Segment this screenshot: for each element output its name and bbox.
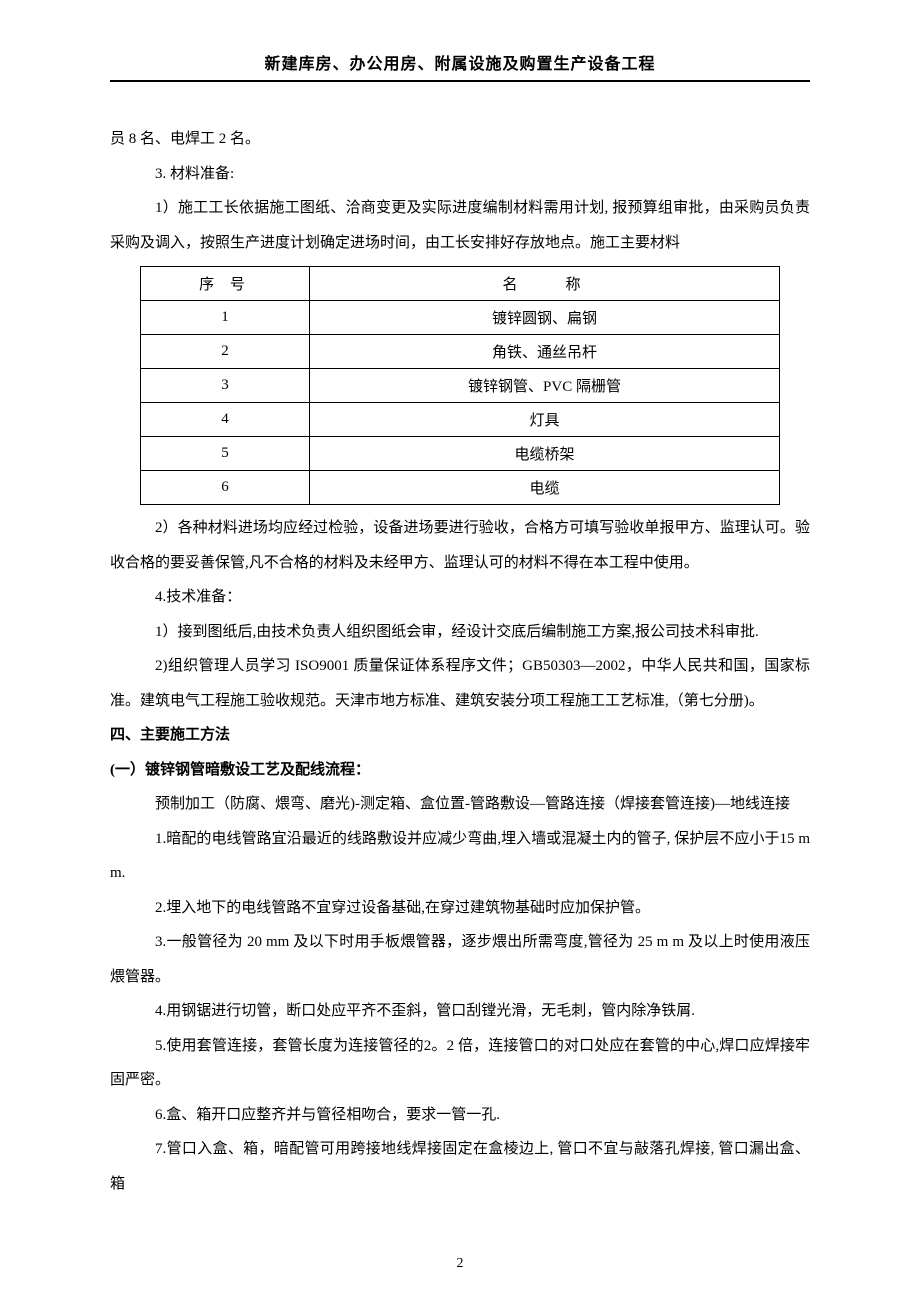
paragraph: 3.一般管径为 20 mm 及以下时用手板煨管器，逐步煨出所需弯度,管径为 25…: [110, 925, 810, 994]
paragraph: 2）各种材料进场均应经过检验，设备进场要进行验收，合格方可填写验收单报甲方、监理…: [110, 511, 810, 580]
cell-seq: 4: [141, 403, 310, 437]
table-row: 3 镀锌钢管、PVC 隔栅管: [141, 369, 780, 403]
cell-name: 镀锌钢管、PVC 隔栅管: [310, 369, 780, 403]
section-heading: 四、主要施工方法: [110, 718, 810, 753]
paragraph: 1）施工工长依据施工图纸、洽商变更及实际进度编制材料需用计划, 报预算组审批，由…: [110, 191, 810, 260]
paragraph: 6.盒、箱开口应整齐并与管径相吻合，要求一管一孔.: [110, 1098, 810, 1133]
page-header-title: 新建库房、办公用房、附属设施及购置生产设备工程: [110, 50, 810, 82]
paragraph: 7.管口入盒、箱，暗配管可用跨接地线焊接固定在盒棱边上, 管口不宜与敲落孔焊接,…: [110, 1132, 810, 1201]
paragraph: 3. 材料准备:: [110, 157, 810, 192]
paragraph: 员 8 名、电焊工 2 名。: [110, 122, 810, 157]
cell-name: 角铁、通丝吊杆: [310, 335, 780, 369]
cell-name: 灯具: [310, 403, 780, 437]
table-row: 1 镀锌圆钢、扁钢: [141, 301, 780, 335]
cell-seq: 5: [141, 437, 310, 471]
paragraph: 4.用钢锯进行切管，断口处应平齐不歪斜，管口刮镗光滑，无毛刺，管内除净铁屑.: [110, 994, 810, 1029]
paragraph: 2.埋入地下的电线管路不宜穿过设备基础,在穿过建筑物基础时应加保护管。: [110, 891, 810, 926]
table-row: 5 电缆桥架: [141, 437, 780, 471]
paragraph: 2)组织管理人员学习 ISO9001 质量保证体系程序文件；GB50303—20…: [110, 649, 810, 718]
table-row: 4 灯具: [141, 403, 780, 437]
paragraph: 1）接到图纸后,由技术负责人组织图纸会审，经设计交底后编制施工方案,报公司技术科…: [110, 615, 810, 650]
paragraph: 4.技术准备：: [110, 580, 810, 615]
table-header-row: 序 号 名 称: [141, 267, 780, 301]
paragraph: 预制加工（防腐、煨弯、磨光)-测定箱、盒位置-管路敷设—管路连接（焊接套管连接)…: [110, 787, 810, 822]
cell-name: 电缆桥架: [310, 437, 780, 471]
table-row: 2 角铁、通丝吊杆: [141, 335, 780, 369]
paragraph: 5.使用套管连接，套管长度为连接管径的2。2 倍，连接管口的对口处应在套管的中心…: [110, 1029, 810, 1098]
cell-seq: 3: [141, 369, 310, 403]
subsection-heading: (一）镀锌钢管暗敷设工艺及配线流程：: [110, 753, 810, 788]
paragraph: 1.暗配的电线管路宜沿最近的线路敷设并应减少弯曲,埋入墙或混凝土内的管子, 保护…: [110, 822, 810, 891]
col-name: 名 称: [310, 267, 780, 301]
cell-seq: 2: [141, 335, 310, 369]
cell-seq: 1: [141, 301, 310, 335]
cell-name: 电缆: [310, 471, 780, 505]
cell-seq: 6: [141, 471, 310, 505]
table-row: 6 电缆: [141, 471, 780, 505]
cell-name: 镀锌圆钢、扁钢: [310, 301, 780, 335]
page: 新建库房、办公用房、附属设施及购置生产设备工程 员 8 名、电焊工 2 名。 3…: [0, 0, 920, 1302]
page-number: 2: [0, 1256, 920, 1272]
col-seq: 序 号: [141, 267, 310, 301]
materials-table: 序 号 名 称 1 镀锌圆钢、扁钢 2 角铁、通丝吊杆 3 镀锌钢管、PVC 隔…: [140, 266, 780, 505]
